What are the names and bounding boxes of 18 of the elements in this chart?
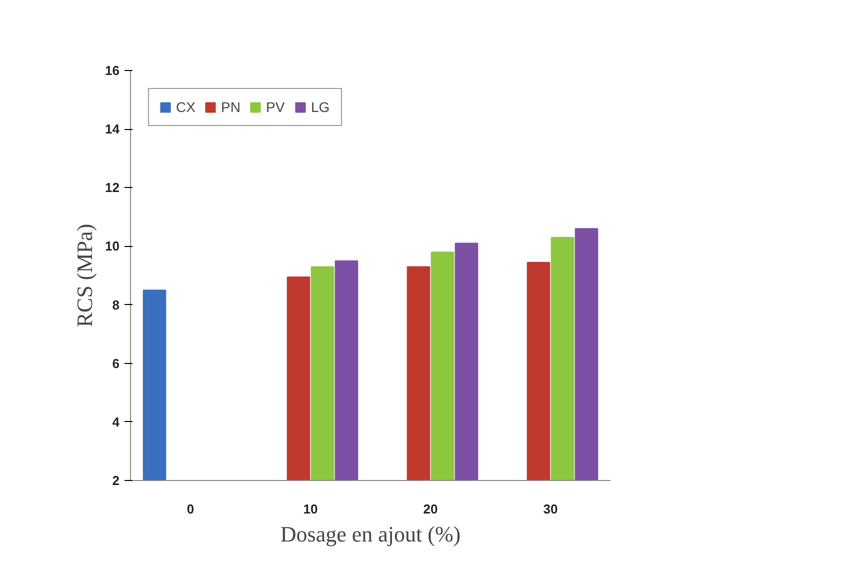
y-tick-label: 12	[105, 180, 120, 196]
x-tick-label: 30	[543, 502, 558, 516]
y-tick-label: 16	[105, 63, 120, 78]
y-tick-label: 2	[112, 473, 120, 488]
x-tick-label: 20	[423, 502, 438, 516]
y-tick-label: 10	[105, 238, 120, 254]
y-tick-label: 4	[112, 414, 120, 430]
y-axis-title: RCS (MPa)	[72, 224, 98, 328]
legend-label: CX	[176, 99, 196, 115]
x-axis-title: Dosage en ajout (%)	[280, 522, 461, 546]
legend-label: PV	[266, 99, 286, 115]
y-tick-label: 6	[112, 356, 120, 371]
y-tick-label: 14	[105, 122, 120, 137]
x-tick-label: 0	[186, 502, 194, 516]
y-tick-label: 8	[112, 297, 120, 312]
legend-label: PN	[221, 99, 241, 115]
legend-label: LG	[311, 99, 331, 115]
x-tick-label: 10	[303, 502, 318, 516]
